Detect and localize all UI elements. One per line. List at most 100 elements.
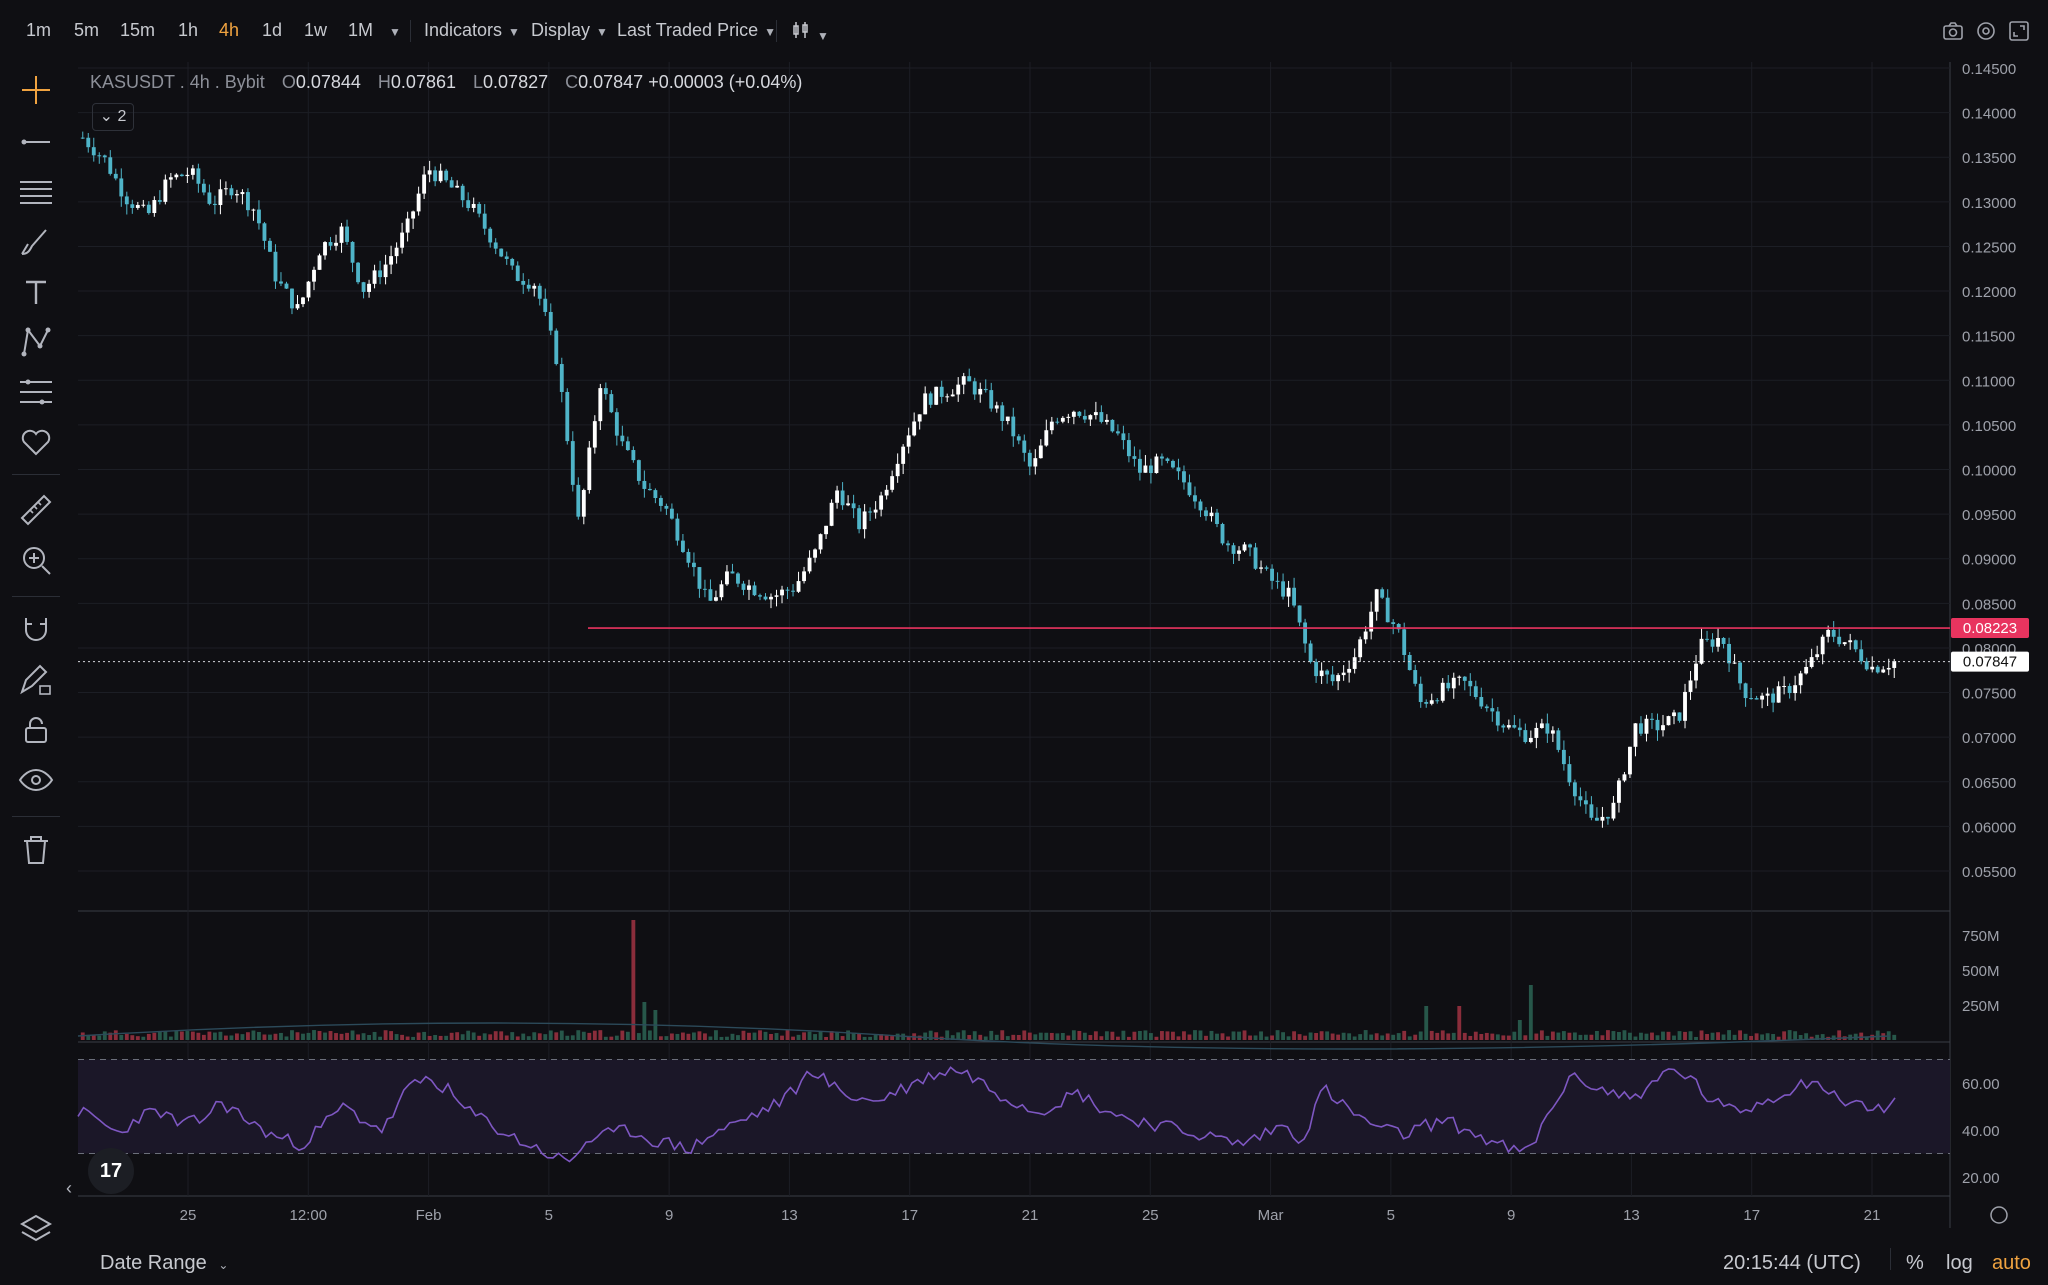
indicator-collapse-button[interactable]: ⌄ 2: [92, 103, 134, 131]
settings-icon[interactable]: [1975, 20, 1997, 42]
candle-body: [1193, 495, 1197, 502]
volume-bar: [1672, 1035, 1676, 1040]
volume-bar: [157, 1031, 162, 1040]
volume-bar: [1242, 1030, 1247, 1040]
volume-bar: [1875, 1030, 1880, 1040]
candle-body: [223, 188, 228, 190]
timeframe-1m[interactable]: 1m: [26, 20, 52, 40]
price-tick-label: 0.06500: [1962, 775, 2016, 792]
candle-body: [295, 304, 300, 309]
volume-bar: [1000, 1030, 1005, 1040]
percent-toggle[interactable]: %: [1906, 1252, 1924, 1274]
trend-line-icon[interactable]: [18, 124, 54, 160]
text-icon[interactable]: [18, 274, 54, 310]
volume-bar: [763, 1031, 768, 1040]
indicators-button[interactable]: Indicators ▼: [424, 20, 520, 41]
candle-body: [1171, 460, 1175, 468]
candle-body: [945, 396, 950, 398]
candle-body: [851, 503, 856, 509]
volume-bar: [449, 1032, 454, 1040]
volume-bar: [730, 1033, 735, 1040]
time-tick-label: 9: [665, 1207, 673, 1224]
price-tick-label: 0.08500: [1962, 596, 2016, 613]
volume-tick-label: 500M: [1962, 963, 2000, 980]
volume-bar: [680, 1032, 685, 1040]
candle-body: [212, 203, 217, 206]
candle-body: [1468, 680, 1473, 687]
volume-bar: [306, 1032, 311, 1040]
log-toggle[interactable]: log: [1946, 1252, 1973, 1274]
volume-bar: [829, 1031, 834, 1040]
timeframe-4h[interactable]: 4h: [219, 20, 240, 40]
candle-body: [543, 298, 548, 312]
horizontal-lines-icon[interactable]: [18, 174, 54, 210]
volume-bar: [565, 1035, 570, 1040]
price-source-button[interactable]: Last Traded Price ▼: [617, 20, 776, 41]
time-tick-label: 5: [1387, 1207, 1395, 1224]
volume-bar: [1694, 1036, 1698, 1040]
volume-bar: [818, 1031, 823, 1040]
candle-body: [1374, 589, 1379, 612]
lock-draw-icon[interactable]: [18, 662, 54, 698]
eye-icon[interactable]: [18, 762, 54, 798]
unlock-icon[interactable]: [18, 712, 54, 748]
date-range-button[interactable]: Date Range ⌄: [100, 1252, 228, 1275]
price-tick-label: 0.09000: [1962, 552, 2016, 569]
toolbar-divider: [776, 20, 777, 42]
volume-bar: [796, 1034, 801, 1040]
volume-bar: [1787, 1030, 1792, 1040]
candle-body: [708, 589, 713, 601]
timeframe-1M[interactable]: 1M: [348, 20, 374, 40]
ruler-icon[interactable]: [18, 492, 54, 528]
candle-body: [1479, 697, 1484, 707]
volume-bar: [620, 1030, 625, 1040]
trash-icon[interactable]: [18, 832, 54, 868]
candle-body: [1528, 737, 1533, 743]
volume-bar: [212, 1032, 217, 1040]
candle-body: [268, 240, 272, 252]
timeframe-more-button[interactable]: ▼: [383, 20, 401, 41]
candle-body: [802, 571, 806, 582]
heart-icon[interactable]: [18, 424, 54, 460]
candle-body: [163, 179, 168, 202]
timeframe-5m[interactable]: 5m: [74, 20, 100, 40]
fullscreen-icon[interactable]: [2008, 20, 2030, 42]
brush-icon[interactable]: [18, 224, 54, 260]
candle-body: [1688, 680, 1693, 692]
timeframe-15m[interactable]: 15m: [120, 20, 156, 40]
volume-bar: [747, 1032, 751, 1040]
volume-bar: [1517, 1020, 1522, 1040]
display-button[interactable]: Display ▼: [531, 20, 608, 41]
candle-body: [207, 192, 212, 204]
symbol-label[interactable]: KASUSDT: [90, 72, 175, 92]
pattern-icon[interactable]: [18, 324, 54, 360]
utc-clock[interactable]: 20:15:44 (UTC): [1723, 1252, 1861, 1274]
volume-bar: [1385, 1033, 1390, 1040]
level-price-tag: [1951, 618, 2029, 639]
auto-toggle[interactable]: auto: [1992, 1252, 2031, 1274]
timeframe-1w[interactable]: 1w: [304, 20, 328, 40]
camera-icon[interactable]: [1942, 20, 1964, 42]
candle-body: [1424, 702, 1429, 704]
volume-bar: [774, 1033, 779, 1040]
volume-bar: [405, 1036, 410, 1040]
volume-bar: [1330, 1033, 1335, 1040]
volume-bar: [631, 920, 636, 1040]
fib-icon[interactable]: [18, 374, 54, 410]
crosshair-icon[interactable]: [18, 72, 54, 108]
volume-bar: [1727, 1030, 1731, 1040]
volume-bar: [1358, 1034, 1363, 1040]
candle-body: [532, 285, 537, 289]
tradingview-logo: 17: [88, 1148, 134, 1194]
layers-icon[interactable]: [18, 1212, 54, 1248]
volume-bar: [1776, 1036, 1781, 1040]
zoom-in-icon[interactable]: [18, 542, 54, 578]
magnet-icon[interactable]: [18, 612, 54, 648]
volume-bar: [1154, 1036, 1159, 1040]
candle-body: [290, 288, 294, 309]
timeframe-1d[interactable]: 1d: [262, 20, 283, 40]
candle-body: [1870, 666, 1875, 670]
timeframe-1h[interactable]: 1h: [178, 20, 199, 40]
chart-type-button[interactable]: ▼: [791, 20, 829, 45]
